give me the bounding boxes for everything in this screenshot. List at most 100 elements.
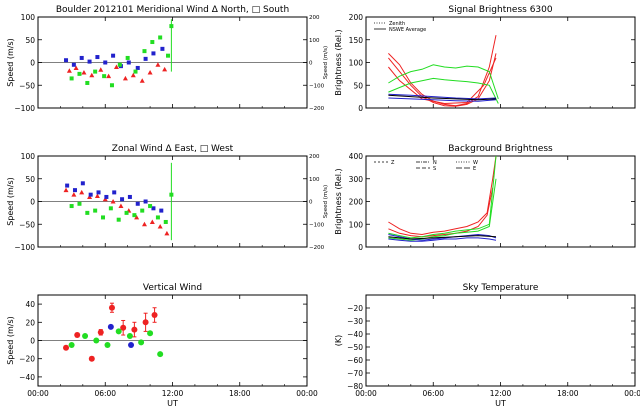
- chart-zonal: Zonal Wind Δ East, □ West −100 −50 0 50 100 −2…: [6, 144, 329, 252]
- y-axis-label: Brightness (Rel.): [334, 29, 343, 95]
- chart-title: Signal Brightness 6300: [448, 5, 552, 15]
- series-line: [388, 237, 497, 242]
- data-point: [150, 40, 155, 45]
- data-point: [147, 330, 154, 337]
- right-y-tick-label: −100: [309, 222, 325, 228]
- data-point: [85, 210, 90, 215]
- data-point: [77, 201, 82, 206]
- x-tick-label: 18:00: [557, 389, 579, 398]
- y-tick-label: −40: [347, 330, 363, 339]
- data-point: [149, 219, 155, 224]
- series-line: [388, 187, 494, 238]
- series-line: [388, 156, 497, 236]
- y-tick-label: 0: [30, 198, 35, 207]
- y-tick-label: 100: [21, 152, 36, 161]
- data-point: [117, 62, 122, 67]
- y-tick-label: 100: [21, 13, 36, 22]
- y-tick-label: 50: [353, 81, 363, 90]
- y-tick-label: 300: [349, 175, 364, 184]
- data-point: [108, 304, 115, 311]
- data-point: [126, 332, 133, 339]
- data-point: [132, 213, 137, 218]
- data-point: [112, 190, 117, 195]
- y-tick-label: 100: [349, 59, 364, 68]
- data-point: [138, 339, 145, 346]
- series-group: [64, 24, 174, 88]
- x-axis-label: UT: [167, 399, 178, 408]
- data-point: [163, 219, 168, 224]
- y-tick-label: −100: [14, 104, 35, 113]
- y-tick-label: 20: [25, 318, 35, 327]
- x-tick-label: 00:00: [624, 389, 640, 398]
- y-tick-label: −60: [347, 356, 363, 365]
- data-point: [77, 71, 82, 76]
- right-y-tick-label: −200: [309, 106, 325, 112]
- data-point: [104, 194, 109, 199]
- data-point: [93, 337, 100, 344]
- data-point: [87, 59, 92, 64]
- x-tick-label: 06:00: [94, 389, 116, 398]
- y-axis-label: Brightness (Rel.): [334, 168, 343, 234]
- data-point: [71, 192, 77, 197]
- y-axis-label: Speed (m/s): [6, 316, 15, 365]
- data-point: [110, 199, 116, 204]
- data-point: [72, 188, 77, 193]
- chart-title: Sky Temperature: [463, 283, 539, 293]
- data-point: [142, 49, 147, 54]
- data-point: [69, 76, 74, 81]
- series-group: [63, 302, 164, 362]
- y-tick-label: 0: [358, 104, 363, 113]
- chart-title: Vertical Wind: [143, 283, 202, 293]
- data-point: [135, 201, 140, 206]
- plot-frame: [365, 155, 636, 248]
- series-group: [63, 181, 174, 236]
- y-tick-label: 100: [349, 220, 364, 229]
- series-line: [388, 94, 497, 101]
- data-point: [64, 58, 69, 63]
- y-tick-label: −80: [347, 382, 363, 391]
- data-point: [74, 332, 81, 339]
- data-point: [160, 46, 165, 51]
- data-point: [111, 53, 116, 58]
- data-point: [133, 69, 138, 74]
- data-point: [157, 224, 163, 229]
- data-point: [79, 55, 84, 60]
- data-point: [157, 351, 164, 358]
- chart-vertical: Vertical Wind −40 −20 0 20 40 00:00 06:00 12:00 1…: [6, 283, 318, 408]
- data-point: [120, 324, 127, 331]
- series-line: [388, 57, 497, 105]
- y-tick-label: −30: [347, 317, 363, 326]
- chart-signal: Signal Brightness 6300 0 50 100 150 200 Bright…: [334, 5, 636, 113]
- x-tick-label: 06:00: [422, 389, 444, 398]
- data-point: [88, 355, 95, 362]
- data-point: [131, 326, 138, 333]
- y-tick-label: 150: [349, 36, 364, 45]
- data-point: [68, 342, 75, 349]
- y-axis-label: Speed (m/s): [6, 38, 15, 87]
- chart-meridional: Boulder 2012101 Meridional Wind Δ North,…: [6, 5, 329, 113]
- legend-label: NSWE Average: [389, 27, 426, 33]
- data-point: [162, 66, 168, 72]
- right-y-axis-label: Speed (m/s): [323, 185, 329, 218]
- data-point: [143, 199, 148, 204]
- data-point: [63, 344, 70, 351]
- y-axis-label: (K): [334, 335, 343, 347]
- chart-title: Zonal Wind Δ East, □ West: [112, 144, 234, 154]
- data-point: [118, 203, 124, 209]
- y-tick-label: 0: [30, 337, 35, 346]
- data-point: [66, 68, 72, 73]
- y-tick-label: 200: [349, 13, 364, 22]
- data-point: [93, 69, 98, 74]
- series-group: [388, 35, 499, 107]
- right-y-tick-label: 200: [309, 154, 320, 160]
- x-tick-label: 18:00: [229, 389, 251, 398]
- y-tick-label: 40: [25, 300, 35, 309]
- data-point: [98, 67, 104, 72]
- data-point: [120, 197, 125, 202]
- y-tick-label: −40: [19, 373, 35, 382]
- data-point: [89, 72, 95, 78]
- data-point: [128, 342, 135, 349]
- series-line: [388, 64, 499, 100]
- legend-label: W: [473, 160, 478, 166]
